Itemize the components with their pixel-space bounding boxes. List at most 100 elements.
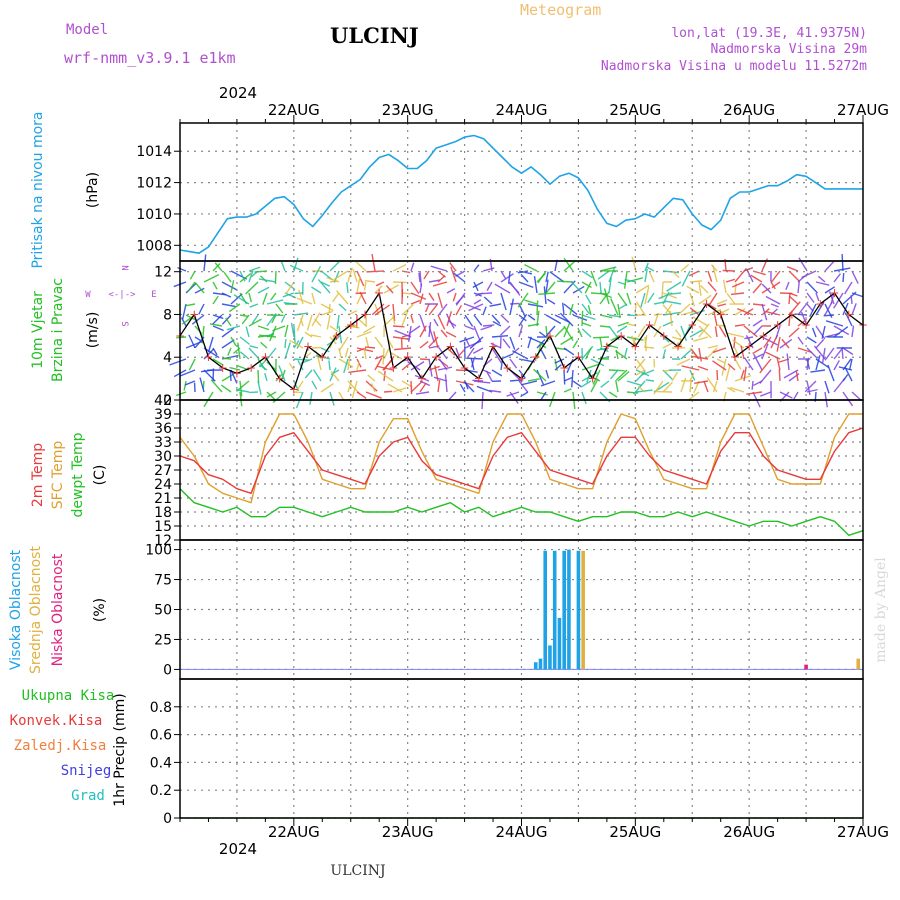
wind-arrow xyxy=(383,284,400,294)
model-name: wrf-nmm_v3.9.1 e1km xyxy=(64,49,236,67)
wind-arrow xyxy=(367,374,376,382)
wind-arrow xyxy=(328,303,331,313)
wind-arrow xyxy=(608,277,612,294)
wind-speed-marker: + xyxy=(331,329,341,343)
wind-speed-marker: + xyxy=(502,361,512,375)
pressure-label: Pritisak na nivou mora xyxy=(30,111,46,268)
compass-west: W xyxy=(85,290,91,300)
wind-arrow xyxy=(248,266,261,272)
wind-arrow xyxy=(600,380,610,388)
wind-arrow xyxy=(665,300,682,305)
wind-arrow xyxy=(726,293,736,305)
wind-arrow xyxy=(619,303,628,310)
wind-arrow xyxy=(788,327,800,338)
top-date-label: 27AUG xyxy=(837,101,889,119)
wind-arrow xyxy=(239,336,250,345)
wind-arrow xyxy=(314,318,322,327)
wind-arrow xyxy=(725,365,731,382)
wind-arrow xyxy=(580,380,592,388)
wind-arrow xyxy=(365,380,378,392)
wind-arrow xyxy=(681,270,691,287)
wind-arrow xyxy=(312,369,322,382)
wind-arrow xyxy=(581,363,599,371)
y-tick-label: 36 xyxy=(154,421,172,437)
wind-arrow xyxy=(626,391,638,394)
wind-arrow xyxy=(229,366,241,371)
wind-arrow xyxy=(446,311,453,327)
wind-arrow xyxy=(188,358,196,371)
wind-arrow xyxy=(608,391,618,398)
wind-arrow xyxy=(712,380,718,393)
wind-arrow xyxy=(320,347,330,353)
wind-arrow xyxy=(670,292,682,295)
precip-unit: 1hr Precip (mm) xyxy=(112,693,128,806)
wind-arrow xyxy=(392,314,396,325)
wind-arrow xyxy=(559,312,574,327)
wind-arrow xyxy=(806,347,818,359)
wind-arrow xyxy=(765,310,781,316)
wind-arrow xyxy=(635,369,646,376)
wind-arrow xyxy=(464,336,470,347)
wind-arrow xyxy=(330,370,340,382)
wind-arrow xyxy=(415,391,430,395)
wind-arrow xyxy=(771,281,781,289)
wind-arrow xyxy=(494,283,511,294)
bottom-date-axis: 22AUG 23AUG 24AUG 25AUG 26AUG 27AUG xyxy=(179,818,889,841)
wind-arrow xyxy=(266,312,277,327)
wind-arrow xyxy=(491,347,503,364)
top-date-axis: 22AUG 23AUG 24AUG 25AUG 26AUG 27AUG xyxy=(179,101,889,123)
wind-arrow xyxy=(446,347,456,356)
wind-arrow xyxy=(609,369,619,380)
wind-speed-marker: + xyxy=(203,350,213,364)
wind-arrow xyxy=(828,291,835,305)
wind-arrow xyxy=(694,380,709,385)
wind-arrow xyxy=(518,270,533,275)
wind-arrow xyxy=(283,302,295,305)
wind-arrow xyxy=(500,270,507,280)
wind-arrow xyxy=(463,380,475,393)
wind-arrow xyxy=(257,325,270,331)
wind-arrow xyxy=(712,347,727,354)
wind-arrow xyxy=(698,325,712,339)
chart-title: Meteogram xyxy=(520,1,601,19)
sfc-temp-line xyxy=(179,413,863,504)
wind-speed-marker: + xyxy=(303,340,313,354)
wind-arrow xyxy=(473,380,491,384)
wind-arrow xyxy=(181,303,187,320)
wind-arrow xyxy=(599,325,610,328)
wind-arrow xyxy=(259,334,277,338)
footer-station: ULCINJ xyxy=(330,863,385,879)
wind-arrow xyxy=(653,312,660,327)
wind-arrow xyxy=(547,298,556,305)
wind-arrow xyxy=(394,347,412,351)
wind-arrow xyxy=(821,347,826,363)
wind-arrow xyxy=(229,369,232,382)
wind-arrow xyxy=(500,314,510,324)
compass-rose: N W E S <-|-> xyxy=(85,265,156,326)
wind-arrow xyxy=(533,275,538,294)
wind-arrow xyxy=(320,310,333,316)
snow-label: Snijeg xyxy=(61,763,112,779)
wind-arrow xyxy=(450,266,457,283)
wind-arrow xyxy=(806,388,818,393)
wind-arrow xyxy=(833,292,844,309)
y-tick-label: 8 xyxy=(163,307,172,323)
wind-speed-marker: + xyxy=(830,286,840,300)
wind-arrow xyxy=(188,334,196,349)
wind-arrow xyxy=(815,281,830,286)
wind-speed-marker: + xyxy=(516,372,526,386)
wind-speed-marker: + xyxy=(744,340,754,354)
wind-arrow xyxy=(734,308,746,316)
wind-arrow xyxy=(698,347,702,362)
y-tick-label: 39 xyxy=(154,407,172,423)
wind-arrow xyxy=(333,270,349,280)
wind-arrow xyxy=(239,380,243,397)
wind-arrow xyxy=(770,281,776,290)
y-tick-label: 1008 xyxy=(136,238,172,254)
wind-speed-marker: + xyxy=(289,382,299,396)
wind-arrow xyxy=(581,270,594,279)
wind-arrow xyxy=(717,303,727,307)
wind-arrow xyxy=(509,302,520,305)
y-tick-label: 27 xyxy=(154,463,172,479)
wind-arrow xyxy=(259,275,268,283)
